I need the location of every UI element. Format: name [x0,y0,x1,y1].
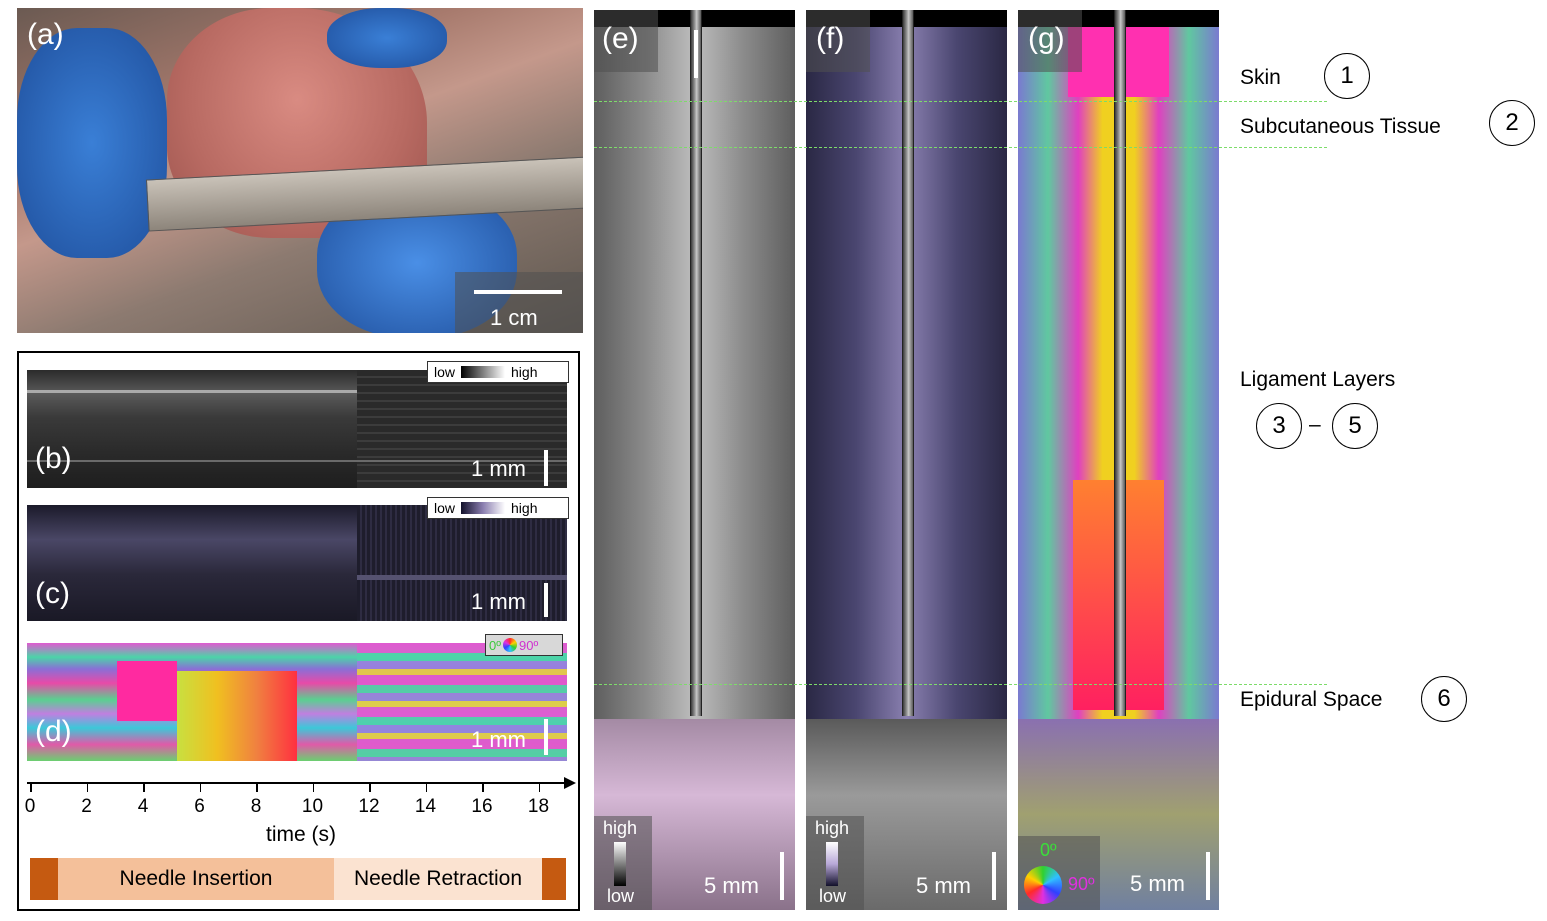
panel-label-d: (d) [35,715,72,748]
time-tick [538,784,540,792]
time-tick-label: 8 [250,796,262,817]
marker-5: 5 [1332,403,1378,449]
glove-left [17,28,167,258]
scale-label-f: 5 mm [916,873,971,898]
top-marker-e [694,30,698,78]
panel-label-e: (e) [602,22,639,55]
bscan-panel-e: (e) high low 5 mm [594,10,795,910]
label-chip-e [594,10,658,72]
bscan-panel-f: (f) high low 5 mm [806,10,1007,910]
guide-line-skin [594,101,1327,102]
scale-bar-b [544,450,548,486]
legend-top-g: 0º [1040,840,1057,860]
needle-e [690,10,702,716]
legend-high-f: high [815,818,850,838]
bscan-panel-g: (g) 0º 90º 5 mm [1018,10,1219,910]
label-chip-f [806,10,870,72]
time-tick [30,784,32,792]
scale-label-a: 1 cm [490,305,538,330]
time-tick-label: 2 [81,796,92,817]
guide-line-epidural [594,684,1327,685]
scale-bar-g [1206,852,1210,900]
phase-bar-end [542,858,566,900]
time-tick-label: 10 [301,796,324,817]
legend-b: low high [427,361,569,383]
mmode-panel-c: (c) 1 mm [27,505,567,621]
scale-bar-c [544,583,548,617]
legend-low-e: low [607,886,635,906]
color-wheel-icon-g [1024,866,1062,904]
grayscale-colorbar-e [614,842,626,886]
marker-2: 2 [1489,100,1535,146]
time-tick [425,784,427,792]
purple-colorbar-f [826,842,838,886]
legend-high-e: high [603,818,638,838]
time-tick-label: 12 [358,796,380,817]
marker-3: 3 [1256,403,1302,449]
panel-label-a: (a) [27,18,64,51]
panel-label-b: (b) [35,442,72,475]
time-tick-label: 0 [24,796,36,817]
scale-bar-e [780,852,784,900]
scale-label-c: 1 mm [471,589,526,614]
annotation-subcutaneous: Subcutaneous Tissue [1240,115,1441,138]
scale-label-b: 1 mm [471,456,526,481]
mmode-panel-b: (b) 1 mm [27,370,567,488]
color-wheel-icon [502,638,517,652]
legend-d: 0º 90º [485,634,563,656]
needle-g [1114,10,1126,716]
time-tick [482,784,484,792]
time-tick [256,784,258,792]
needle-f [902,10,914,716]
legend-c: low high [427,497,569,519]
panel-label-g: (g) [1028,22,1065,55]
phase-retraction: Needle Retraction [334,858,542,900]
guide-line-subcutaneous [594,147,1327,148]
scale-bar-d [544,719,548,755]
scale-label-e: 5 mm [704,873,759,898]
purple-colorbar [461,502,506,514]
time-tick-label: 4 [137,796,149,817]
annotation-epidural: Epidural Space [1240,688,1383,711]
time-tick-label: 14 [414,796,437,817]
time-tick [199,784,201,792]
time-axis-label: time (s) [266,823,336,846]
glove-top [327,8,447,68]
scale-label-d: 1 mm [471,727,526,752]
scale-label-g: 5 mm [1130,871,1185,896]
mmode-panel-d: (d) 1 mm [27,643,567,761]
label-chip-g [1018,10,1082,72]
mmode-box [17,351,580,911]
legend-low-f: low [819,886,847,906]
time-tick-label: 18 [527,796,550,817]
photo-panel-a: 1 cm (a) [17,8,583,333]
scale-bar-f [992,852,996,900]
panel-label-f: (f) [816,22,845,55]
panel-label-c: (c) [35,577,70,610]
time-tick [86,784,88,792]
time-tick [369,784,371,792]
marker-range-dash: – [1309,413,1321,436]
time-axis-arrow [564,777,576,789]
annotation-skin: Skin [1240,66,1281,89]
time-axis-line [27,782,567,784]
scale-bar-a [474,290,562,294]
annotation-ligament: Ligament Layers [1240,368,1396,391]
phase-insertion: Needle Insertion [58,858,334,900]
time-tick-label: 6 [194,796,205,817]
legend-right-g: 90º [1068,874,1095,894]
time-tick-label: 16 [471,796,493,817]
scale-chip-a [455,272,583,333]
phase-bar-start [30,858,58,900]
time-tick [143,784,145,792]
marker-1: 1 [1324,53,1370,99]
time-tick [312,784,314,792]
grayscale-bar [461,366,506,378]
marker-6: 6 [1421,676,1467,722]
